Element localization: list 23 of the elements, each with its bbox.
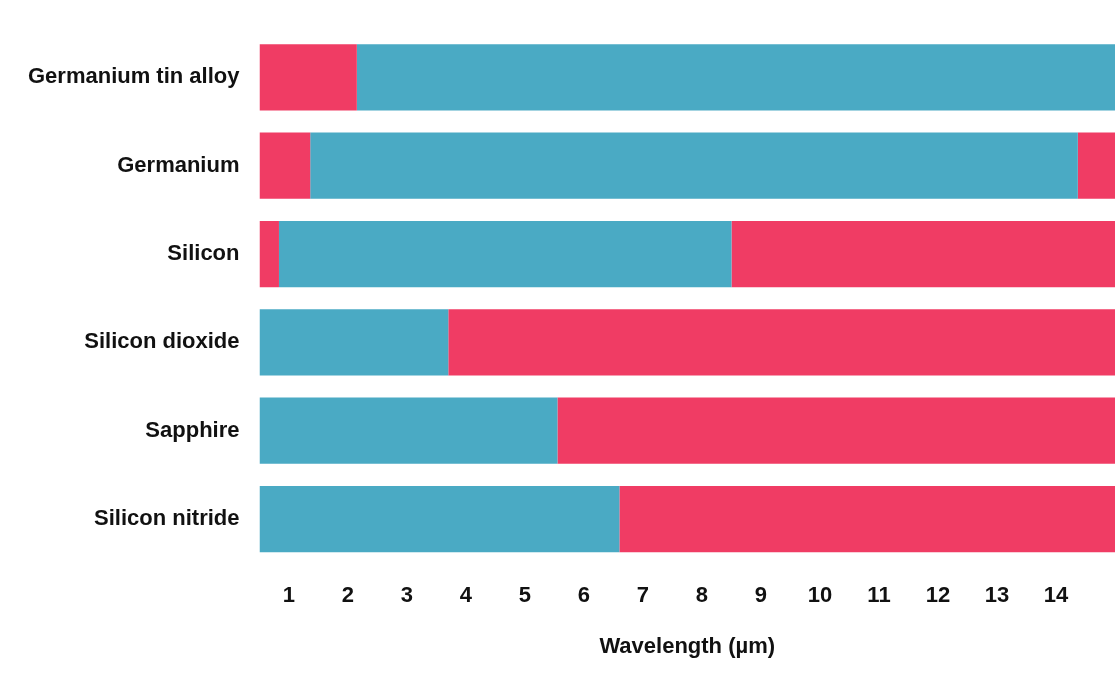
x-tick-label: 2 [341, 582, 355, 608]
y-tick-label: Germanium [117, 151, 240, 177]
x-tick-label: 9 [754, 582, 768, 608]
y-tick-label: Silicon [167, 240, 240, 266]
x-tick-label: 12 [925, 582, 951, 608]
bar [1077, 132, 1115, 199]
x-tick-label: 3 [400, 582, 414, 608]
x-tick-label: 5 [518, 582, 532, 608]
y-tick-label: Sapphire [145, 416, 240, 442]
x-tick-label: 1 [282, 582, 296, 608]
x-tick-label: 8 [695, 582, 709, 608]
x-tick-label: 14 [1043, 582, 1069, 608]
x-tick-label: 11 [867, 582, 891, 608]
x-tick-label: 13 [984, 582, 1010, 608]
x-tick-label: 4 [459, 582, 473, 608]
y-tick-label: Silicon nitride [94, 505, 240, 531]
x-tick-label: 10 [807, 582, 833, 608]
x-tick-label: 7 [636, 582, 650, 608]
x-axis-title: Wavelength (µm) [599, 632, 776, 658]
y-tick-label: Germanium tin alloy [27, 63, 241, 89]
y-tick-label: Silicon dioxide [84, 328, 240, 354]
bar [731, 220, 1115, 288]
x-tick-label: 6 [577, 582, 591, 608]
